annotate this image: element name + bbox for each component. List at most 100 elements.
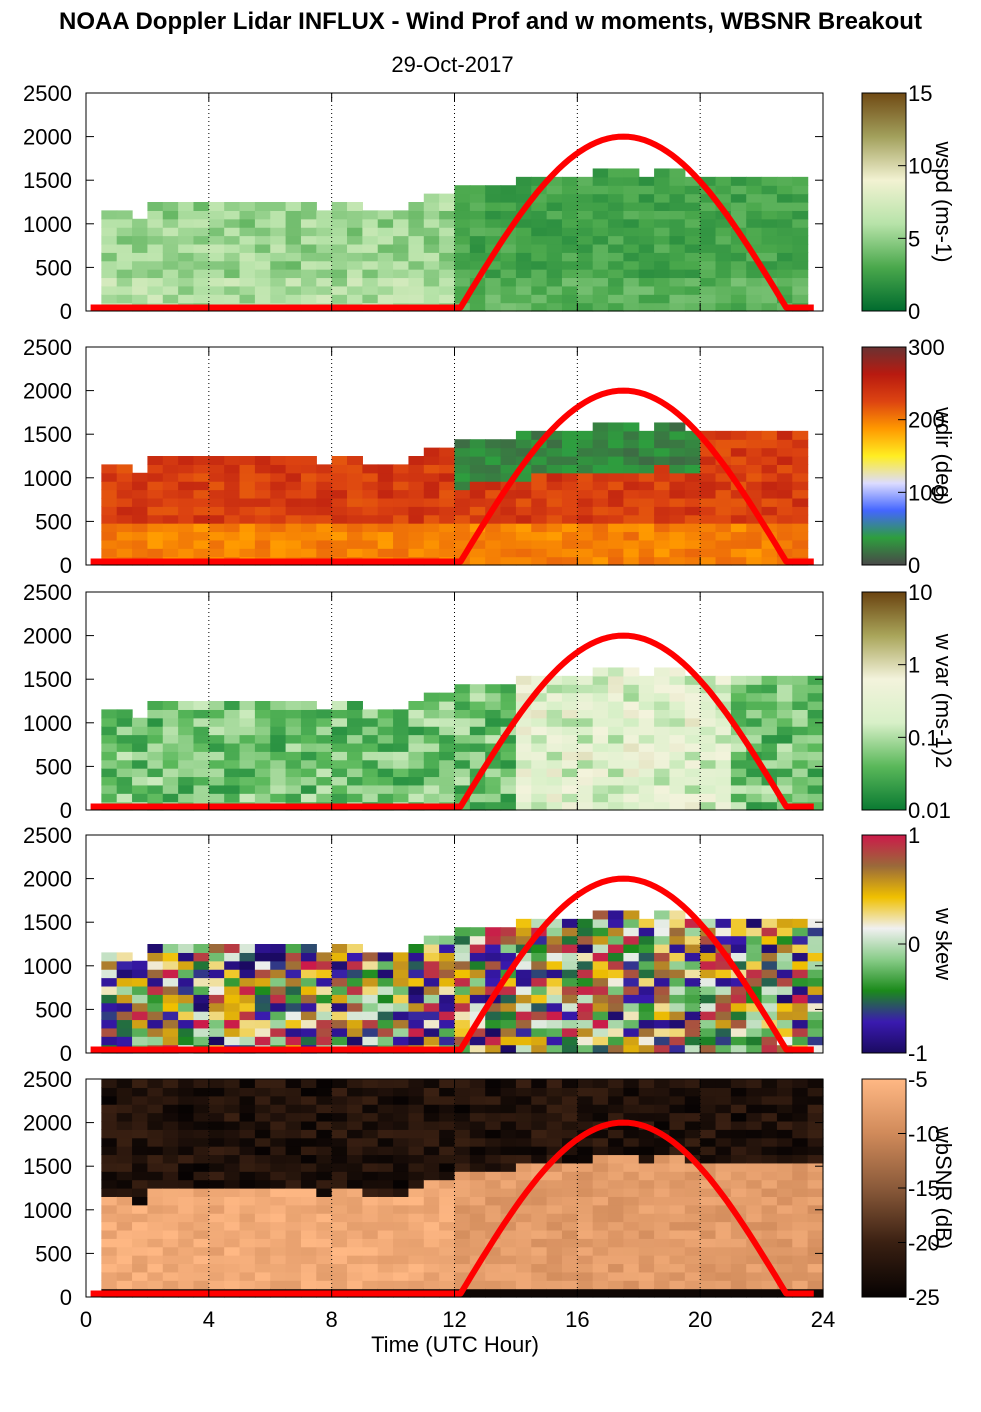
heatmap-cell — [608, 269, 624, 279]
heatmap-cell — [362, 1188, 379, 1197]
heatmap-cell — [423, 1027, 440, 1037]
heatmap-cell — [761, 1255, 778, 1265]
heatmap-cell — [300, 776, 317, 786]
heatmap-cell — [684, 1087, 701, 1097]
heatmap-cell — [331, 944, 348, 953]
heatmap-cell — [761, 489, 778, 499]
heatmap-cell — [162, 1179, 179, 1189]
heatmap-cell — [101, 793, 118, 803]
heatmap-cell — [270, 977, 287, 987]
heatmap-cell — [669, 742, 686, 752]
heatmap-cell — [423, 1146, 440, 1156]
heatmap-cell — [807, 751, 824, 761]
heatmap-cell — [623, 1129, 640, 1139]
heatmap-cell — [101, 1204, 118, 1214]
heatmap-cell — [700, 793, 717, 803]
heatmap-cell — [500, 252, 517, 262]
colorbar-tick-label: 100 — [908, 480, 945, 505]
heatmap-cell — [347, 523, 363, 533]
heatmap-cell — [178, 1036, 195, 1046]
heatmap-cell — [761, 506, 778, 516]
heatmap-cell — [331, 784, 348, 794]
heatmap-cell — [592, 801, 609, 811]
heatmap-cell — [331, 1171, 348, 1181]
heatmap-cell — [454, 1154, 471, 1164]
heatmap-cell — [469, 539, 486, 549]
heatmap-cell — [423, 1129, 440, 1139]
heatmap-cell — [101, 1019, 118, 1029]
heatmap-cell — [101, 1171, 118, 1181]
heatmap-cell — [500, 1204, 517, 1214]
heatmap-cell — [454, 784, 471, 794]
heatmap-cell — [700, 977, 717, 987]
heatmap-cell — [239, 252, 256, 262]
y-tick-label: 1000 — [23, 954, 72, 979]
heatmap-cell — [546, 1288, 563, 1298]
heatmap-cell — [761, 935, 778, 945]
heatmap-cell — [285, 523, 302, 533]
heatmap-cell — [608, 692, 624, 702]
heatmap-cell — [515, 977, 532, 987]
heatmap-cell — [654, 1213, 671, 1223]
heatmap-cell — [761, 1171, 778, 1181]
heatmap-cell — [347, 784, 363, 794]
heatmap-cell — [362, 464, 379, 474]
heatmap-cell — [254, 742, 271, 752]
heatmap-cell — [362, 1087, 379, 1097]
heatmap-cell — [807, 1137, 824, 1147]
heatmap-cell — [700, 1204, 717, 1214]
heatmap-cell — [254, 1011, 271, 1021]
heatmap-cell — [500, 447, 517, 457]
heatmap-cell — [638, 1288, 655, 1298]
heatmap-cell — [577, 960, 594, 970]
heatmap-cell — [546, 294, 563, 304]
heatmap-cell — [116, 1002, 133, 1012]
heatmap-cell — [730, 285, 747, 295]
heatmap-cell — [807, 776, 824, 786]
heatmap-cell — [531, 717, 548, 727]
heatmap-cell — [101, 210, 118, 220]
heatmap-cell — [638, 969, 655, 979]
heatmap-cell — [515, 464, 532, 474]
heatmap-cell — [454, 1002, 471, 1012]
heatmap-cell — [515, 1280, 532, 1290]
heatmap-cell — [746, 784, 763, 794]
heatmap-cell — [746, 1027, 763, 1037]
heatmap-cell — [807, 1288, 824, 1298]
heatmap-cell — [515, 302, 532, 312]
heatmap-cell — [761, 430, 778, 440]
heatmap-cell — [561, 1271, 578, 1281]
heatmap-cell — [792, 294, 809, 304]
heatmap-cell — [408, 472, 425, 482]
y-tick-label: 2500 — [23, 335, 72, 360]
heatmap-cell — [531, 935, 548, 945]
heatmap-cell — [654, 539, 671, 549]
heatmap-cell — [669, 985, 686, 995]
heatmap-cell — [469, 793, 486, 803]
heatmap-cell — [408, 759, 425, 769]
heatmap-cell — [577, 202, 594, 211]
heatmap-cell — [316, 235, 333, 245]
heatmap-cell — [561, 1112, 578, 1122]
heatmap-cell — [178, 1095, 195, 1105]
heatmap-cell — [700, 1137, 717, 1147]
heatmap-cell — [761, 701, 778, 710]
heatmap-cell — [208, 514, 225, 524]
heatmap-cell — [162, 1027, 179, 1037]
heatmap-cell — [178, 531, 195, 541]
heatmap-cell — [608, 1171, 624, 1181]
heatmap-cell — [331, 202, 348, 211]
heatmap-cell — [362, 218, 379, 228]
heatmap-cell — [193, 1204, 210, 1214]
heatmap-cell — [485, 1263, 502, 1273]
heatmap-cell — [316, 1095, 333, 1105]
heatmap-cell — [316, 523, 333, 533]
heatmap-cell — [132, 269, 149, 279]
heatmap-cell — [684, 960, 701, 970]
heatmap-cell — [730, 1246, 747, 1256]
heatmap-cell — [193, 985, 210, 995]
heatmap-cell — [331, 759, 348, 769]
heatmap-cell — [116, 1104, 133, 1114]
heatmap-cell — [623, 751, 640, 761]
heatmap-cell — [193, 548, 210, 558]
